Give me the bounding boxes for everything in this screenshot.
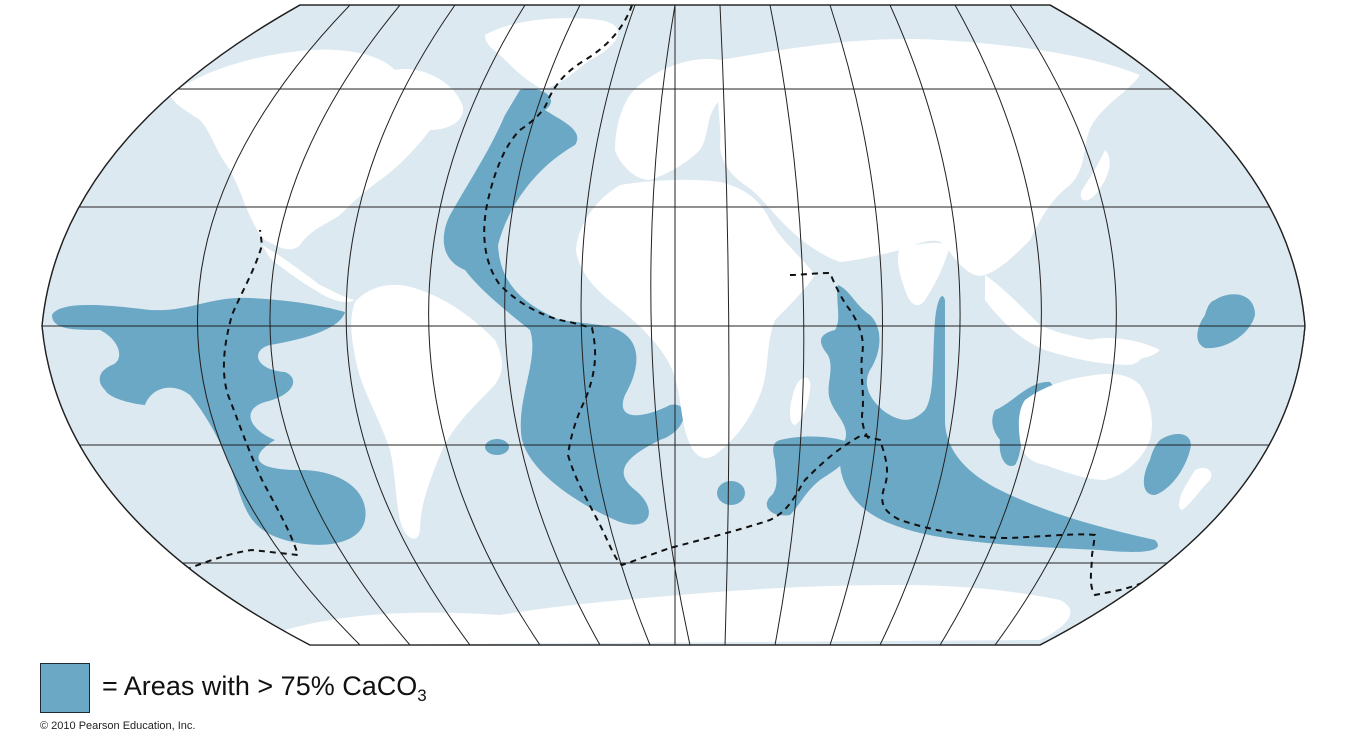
dashed-boundary-pacific	[184, 229, 300, 571]
land-central-america	[262, 245, 355, 302]
carbonate-area-equatorial-pacific	[52, 297, 366, 545]
carbonate-area-west-indian	[820, 285, 1158, 552]
legend-label: = Areas with > 75% CaCO3	[102, 671, 427, 706]
legend-equals: =	[102, 670, 118, 701]
carbonate-area-southwest-indian	[766, 436, 850, 516]
land-antarctica	[285, 585, 1071, 645]
land-asia	[718, 39, 1140, 276]
land-australia	[1018, 373, 1152, 480]
land-africa	[576, 179, 815, 459]
carbonate-area-small-atlantic	[485, 439, 509, 455]
continents	[170, 18, 1212, 645]
land-madagascar	[790, 377, 811, 425]
land-india	[897, 242, 950, 306]
land-new-zealand	[1179, 468, 1212, 510]
legend-formula-base: CaCO	[342, 670, 418, 701]
land-new-guinea	[1089, 338, 1160, 360]
land-greenland	[485, 18, 619, 89]
legend-percent: 75%	[280, 670, 335, 701]
carbonate-area-north-atlantic	[443, 89, 684, 525]
legend: = Areas with > 75% CaCO3	[40, 662, 427, 714]
legend-text-main: Areas with	[123, 670, 250, 701]
legend-formula-subscript: 3	[417, 685, 427, 705]
legend-swatch	[40, 663, 90, 713]
legend-greater-than: >	[257, 670, 274, 701]
carbonate-area-tasman	[1143, 434, 1191, 495]
carbonate-area-western-pacific	[1197, 294, 1255, 349]
dashed-boundary-atlantic	[483, 5, 1169, 597]
carbonate-area-small-south	[717, 481, 745, 505]
dashed-boundary-indian	[789, 271, 871, 441]
land-japan	[1080, 150, 1110, 201]
copyright-notice: © 2010 Pearson Education, Inc.	[40, 720, 196, 732]
land-south-america	[351, 284, 502, 539]
land-north-america	[170, 49, 464, 250]
carbonate-regions	[52, 89, 1255, 552]
globe-outline	[41, 4, 1306, 646]
legend-formula: CaCO3	[342, 670, 426, 705]
dashed-boundaries	[184, 5, 1169, 597]
